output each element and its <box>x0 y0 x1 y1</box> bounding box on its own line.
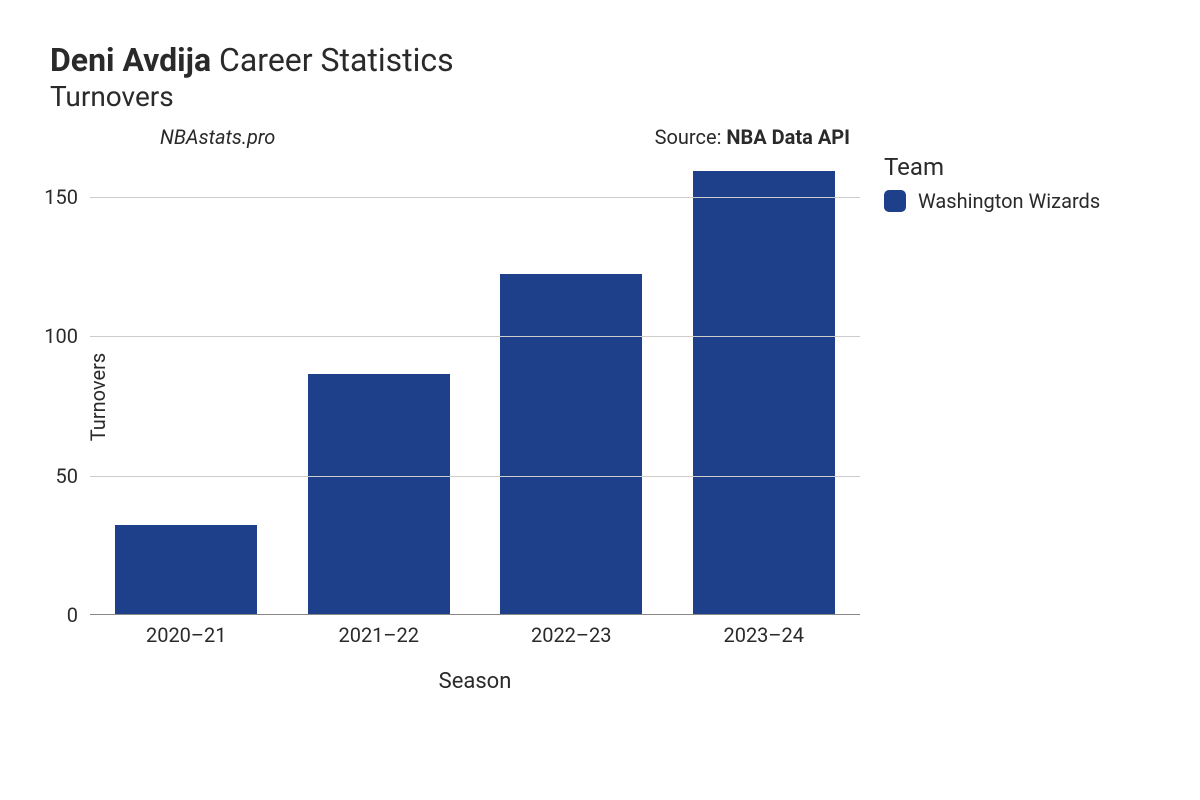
title-rest: Career Statistics <box>219 41 454 79</box>
legend-items: Washington Wizards <box>884 189 1100 213</box>
chart-wrap: NBAstats.pro Source: NBA Data API Turnov… <box>30 125 1170 694</box>
y-tick-label: 50 <box>56 464 78 488</box>
source-row: NBAstats.pro Source: NBA Data API <box>90 125 860 155</box>
legend-item: Washington Wizards <box>884 189 1100 213</box>
source-prefix: Source: <box>655 125 727 149</box>
grid-line <box>90 336 860 337</box>
source-site: NBAstats.pro <box>160 125 275 149</box>
source-name: NBA Data API <box>726 125 850 149</box>
bar <box>693 171 835 614</box>
bar <box>308 374 450 614</box>
y-tick-label: 0 <box>67 603 78 627</box>
legend: Team Washington Wizards <box>884 153 1100 213</box>
grid-line <box>90 476 860 477</box>
plot-area: 050100150 <box>90 155 860 615</box>
x-axis-label: Season <box>90 669 860 694</box>
title-player-name: Deni Avdija <box>50 41 211 79</box>
x-tick-label: 2022–23 <box>531 623 612 647</box>
x-ticks: 2020–21 2021–22 2022–23 2023–24 <box>90 615 860 651</box>
y-tick-label: 150 <box>44 185 78 209</box>
bar <box>500 274 642 614</box>
chart-title: Deni Avdija Career Statistics <box>50 40 1170 80</box>
bars-group <box>90 155 860 614</box>
y-tick-label: 100 <box>44 324 78 348</box>
x-tick-label: 2021–22 <box>338 623 419 647</box>
x-tick-label: 2023–24 <box>723 623 804 647</box>
legend-title: Team <box>884 153 1100 181</box>
source-attribution: Source: NBA Data API <box>655 125 850 149</box>
chart-container: Deni Avdija Career Statistics Turnovers … <box>0 0 1200 800</box>
chart-subtitle: Turnovers <box>50 80 1170 113</box>
title-block: Deni Avdija Career Statistics Turnovers <box>50 40 1170 113</box>
x-tick-label: 2020–21 <box>146 623 227 647</box>
bar <box>115 525 257 614</box>
legend-swatch <box>884 190 906 212</box>
grid-line <box>90 197 860 198</box>
plot-column: NBAstats.pro Source: NBA Data API Turnov… <box>90 125 860 694</box>
legend-item-label: Washington Wizards <box>918 189 1100 213</box>
